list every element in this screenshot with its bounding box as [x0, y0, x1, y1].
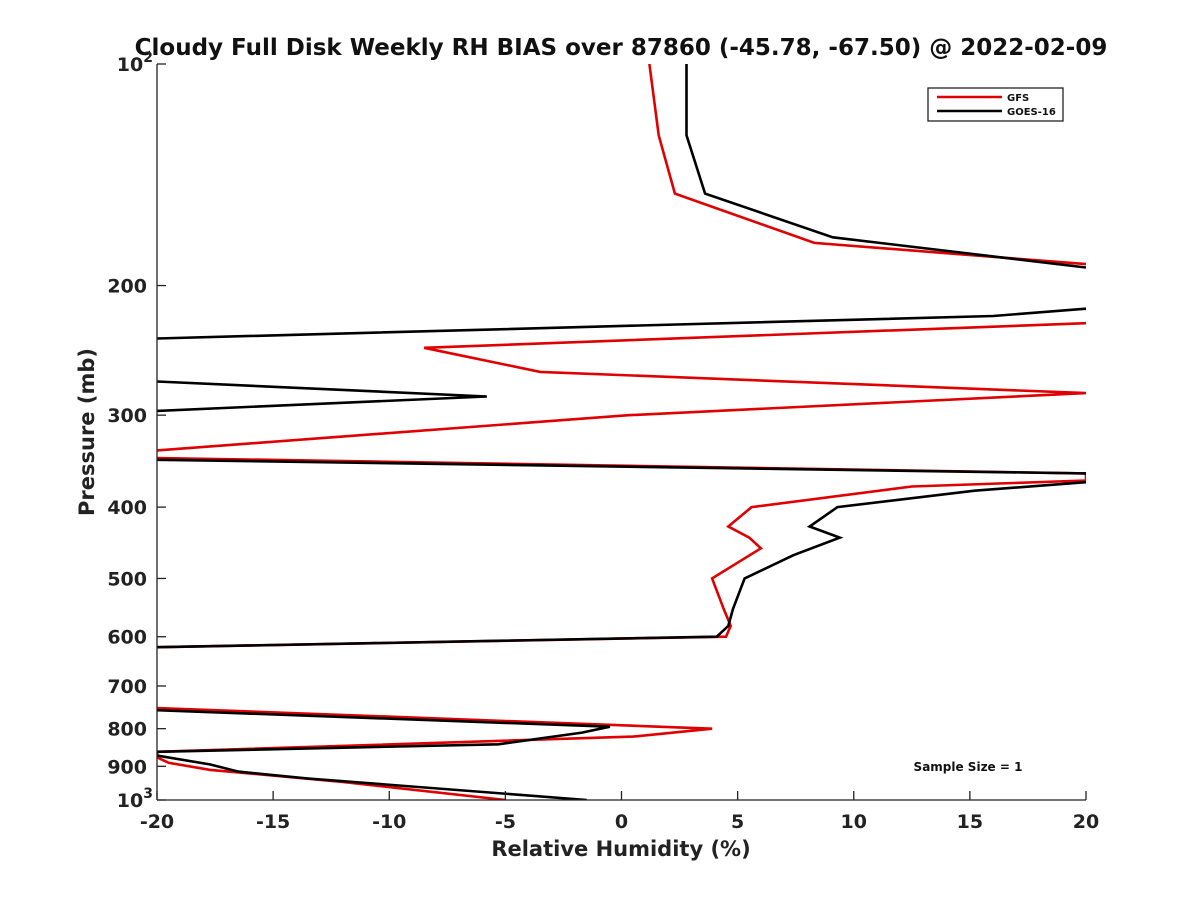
x-tick-label: -20	[140, 811, 174, 833]
series-line-gfs	[157, 64, 1086, 800]
plot-area	[157, 64, 1086, 800]
y-axis-label: Pressure (mb)	[75, 348, 99, 516]
y-tick-label: 500	[107, 568, 147, 590]
y-tick-label: 200	[107, 276, 147, 298]
y-tick-label: 600	[107, 627, 147, 649]
y-tick-label: 300	[107, 405, 147, 427]
x-tick-label: -10	[372, 811, 406, 833]
y-tick-label: 400	[107, 497, 147, 519]
y-tick-label: 102	[117, 50, 153, 76]
sample-size-annotation: Sample Size = 1	[914, 760, 1023, 774]
x-tick-label: -5	[495, 811, 516, 833]
x-tick-label: 10	[841, 811, 867, 833]
series-layer	[157, 64, 1086, 800]
legend-box	[927, 87, 1064, 122]
x-tick-label: 15	[957, 811, 983, 833]
plot-frame	[157, 64, 1086, 800]
y-tick-label: 103	[117, 786, 153, 812]
y-tick-label: 900	[107, 756, 147, 778]
chart-title: Cloudy Full Disk Weekly RH BIAS over 878…	[135, 35, 1108, 61]
legend: GFS GOES-16	[927, 87, 1064, 122]
legend-label-gfs: GFS	[1007, 93, 1029, 104]
x-tick-label: -15	[256, 811, 290, 833]
y-tick-label: 800	[107, 719, 147, 741]
x-tick-label: 0	[615, 811, 628, 833]
x-tick-label: 20	[1073, 811, 1099, 833]
x-tick-label: 5	[731, 811, 744, 833]
series-line-goes-16	[157, 64, 1086, 800]
x-axis-label: Relative Humidity (%)	[491, 837, 750, 861]
y-tick-label: 700	[107, 676, 147, 698]
legend-label-goes-16: GOES-16	[1007, 107, 1056, 118]
axis-layer: -20 -15 -10 -5 0 5 10 15 20 102 200 300 400 500 600 700…	[107, 50, 1099, 833]
